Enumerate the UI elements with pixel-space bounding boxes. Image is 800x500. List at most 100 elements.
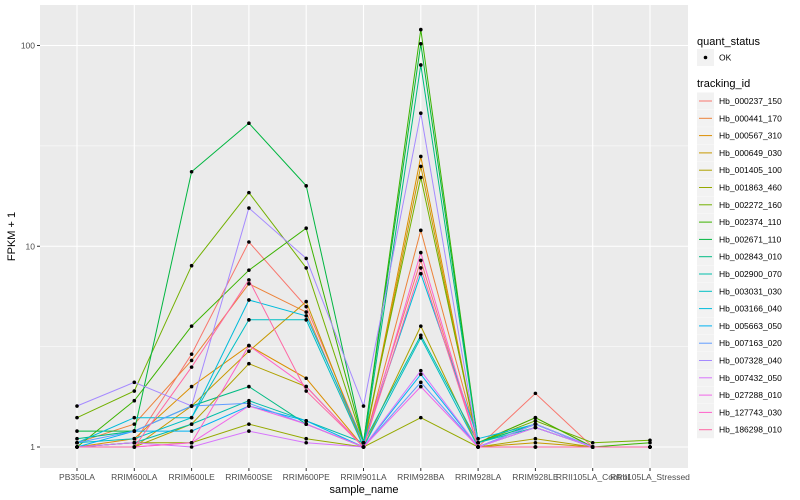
data-point — [304, 419, 309, 423]
data-point — [419, 164, 423, 169]
data-point — [419, 380, 423, 385]
data-point — [247, 398, 251, 403]
data-point — [247, 343, 251, 348]
data-point — [419, 415, 423, 420]
data-point — [189, 324, 194, 328]
data-point — [533, 425, 538, 430]
data-point — [590, 440, 595, 445]
data-point — [247, 384, 251, 389]
data-point — [189, 445, 194, 449]
x-tick-label: RRII105LA_Stressed — [610, 472, 690, 482]
data-point — [533, 419, 538, 423]
data-point — [419, 175, 423, 180]
x-tick-label: RRIM600SE — [225, 472, 273, 482]
x-tick-label: RRIM600PE — [283, 472, 331, 482]
legend-label: Hb_007328_040 — [719, 356, 782, 366]
data-point — [304, 440, 309, 445]
data-point — [247, 401, 251, 406]
data-point — [476, 440, 480, 445]
legend-label: Hb_027288_010 — [719, 390, 782, 400]
x-tick-label: RRII105LA_Control — [556, 472, 630, 482]
data-point — [304, 318, 309, 322]
data-point — [132, 436, 137, 441]
legend-label: Hb_000441_170 — [719, 113, 782, 123]
x-tick-label: RRIM928LE — [512, 472, 559, 482]
x-tick-label: RRIM901LA — [340, 472, 387, 482]
data-point — [419, 324, 423, 328]
legend-label: Hb_001863_460 — [719, 183, 782, 193]
data-point — [132, 422, 137, 426]
data-point — [419, 154, 423, 159]
data-point — [304, 304, 309, 309]
y-tick-label: 1 — [30, 442, 35, 452]
point-legend-title: quant_status — [697, 36, 760, 48]
legend-label: Hb_002900_070 — [719, 269, 782, 279]
y-tick-label: 10 — [26, 241, 36, 251]
data-point — [247, 422, 251, 426]
data-point — [189, 365, 194, 369]
data-point — [247, 349, 251, 354]
data-point — [533, 445, 538, 449]
data-point — [189, 404, 194, 408]
x-tick-label: PB350LA — [59, 472, 95, 482]
legend-label: Hb_127743_030 — [719, 407, 782, 417]
legend-label: Hb_002843_010 — [719, 252, 782, 262]
data-point — [189, 169, 194, 174]
data-point — [419, 27, 423, 32]
data-point — [247, 268, 251, 272]
point-legend-label: OK — [719, 53, 732, 63]
legend-label: Hb_000567_310 — [719, 131, 782, 141]
data-point — [419, 63, 423, 67]
data-point — [247, 361, 251, 366]
data-point — [533, 422, 538, 426]
axes: 1 10 100 PB350LA RRIM600LA RRIM600LE RRIM600SE… — [21, 41, 690, 483]
legend-label: Hb_003166_040 — [719, 304, 782, 314]
data-point — [247, 240, 251, 244]
data-point — [304, 310, 309, 314]
data-point — [361, 440, 366, 445]
data-point — [476, 445, 480, 449]
data-point — [132, 429, 137, 433]
data-point — [419, 271, 423, 276]
data-point — [419, 335, 423, 340]
data-point — [533, 415, 538, 420]
data-point — [75, 415, 79, 420]
data-point — [189, 429, 194, 433]
legend-label: Hb_186298_010 — [719, 425, 782, 435]
data-point — [304, 422, 309, 426]
data-point — [304, 436, 309, 441]
data-point — [648, 440, 652, 445]
data-point — [590, 445, 595, 449]
data-point — [189, 422, 194, 426]
data-point — [419, 384, 423, 389]
data-point — [247, 318, 251, 322]
data-point — [419, 266, 423, 270]
x-tick-label: RRIM928BA — [397, 472, 445, 482]
data-point — [247, 121, 251, 126]
data-point — [247, 282, 251, 286]
data-points — [75, 27, 652, 449]
data-point — [189, 384, 194, 389]
data-point — [75, 429, 79, 433]
data-point — [419, 372, 423, 377]
data-point — [75, 436, 79, 441]
point-legend-symbol — [703, 55, 708, 60]
data-point — [189, 358, 194, 363]
data-point — [419, 368, 423, 373]
legend-label: Hb_001405_100 — [719, 165, 782, 175]
data-point — [419, 250, 423, 255]
data-point — [189, 352, 194, 356]
data-point — [132, 445, 137, 449]
legend-label: Hb_000649_030 — [719, 148, 782, 158]
data-point — [533, 436, 538, 441]
data-point — [304, 266, 309, 270]
x-tick-label: RRIM600LE — [168, 472, 215, 482]
data-point — [419, 258, 423, 263]
data-point — [419, 111, 423, 116]
y-tick-label: 100 — [21, 41, 35, 51]
data-point — [247, 429, 251, 433]
legend-label: Hb_005663_050 — [719, 321, 782, 331]
legend-label: Hb_000237_150 — [719, 96, 782, 106]
data-point — [75, 445, 79, 449]
